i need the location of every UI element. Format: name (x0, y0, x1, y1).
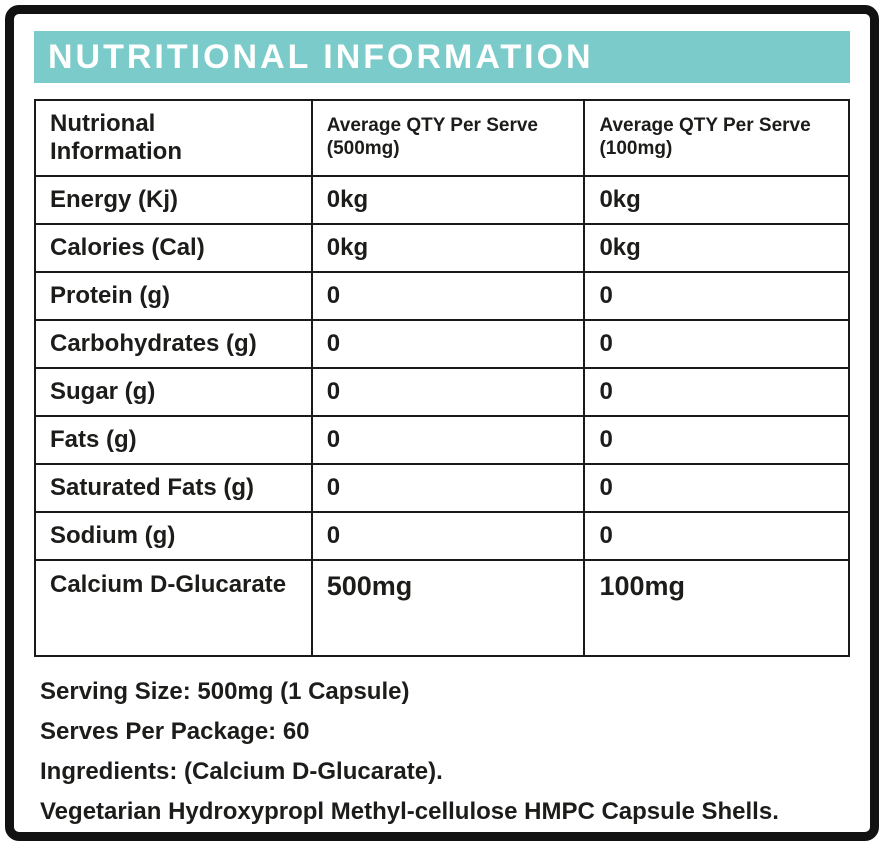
column-header-nutrition: Nutrional Information (34, 99, 313, 177)
row-label: Saturated Fats (g) (34, 463, 313, 513)
footer-notes: Serving Size: 500mg (1 Capsule) Serves P… (34, 677, 850, 827)
row-value-500mg: 0 (310, 319, 586, 369)
row-label: Calories (Cal) (34, 223, 313, 273)
row-value-500mg: 0 (310, 463, 586, 513)
row-label: Carbohydrates (g) (34, 319, 313, 369)
table-row: Fats (g) 0 0 (34, 415, 850, 465)
row-value-100mg: 0 (583, 367, 850, 417)
row-label: Energy (Kj) (34, 175, 313, 225)
table-row: Calories (Cal) 0kg 0kg (34, 223, 850, 273)
table-row: Sodium (g) 0 0 (34, 511, 850, 561)
row-value-100mg: 0 (583, 415, 850, 465)
capsule-shell-line: Vegetarian Hydroxypropl Methyl-cellulose… (40, 798, 779, 825)
row-value-500mg: 0 (310, 367, 586, 417)
ingredients-line: Ingredients: (Calcium D-Glucarate). (40, 758, 443, 785)
row-value-100mg: 0 (583, 463, 850, 513)
table-row: Saturated Fats (g) 0 0 (34, 463, 850, 513)
row-value-500mg: 500mg (310, 559, 586, 657)
row-label: Fats (g) (34, 415, 313, 465)
row-value-500mg: 0 (310, 271, 586, 321)
serving-size-line: Serving Size: 500mg (1 Capsule) (40, 678, 410, 705)
row-label: Calcium D-Glucarate (34, 559, 313, 657)
column-header-serve-100: Average QTY Per Serve (100mg) (583, 99, 850, 177)
header-bar: NUTRITIONAL INFORMATION (34, 31, 850, 83)
serves-per-package-line: Serves Per Package: 60 (40, 718, 310, 745)
row-value-500mg: 0 (310, 415, 586, 465)
row-value-100mg: 0 (583, 511, 850, 561)
nutrition-table: Nutrional Information Average QTY Per Se… (34, 99, 850, 657)
label-frame: NUTRITIONAL INFORMATION Nutrional Inform… (5, 5, 879, 841)
row-value-100mg: 0kg (583, 223, 850, 273)
row-value-100mg: 100mg (583, 559, 850, 657)
row-value-100mg: 0 (583, 271, 850, 321)
table-header-row: Nutrional Information Average QTY Per Se… (34, 99, 850, 177)
table-row: Sugar (g) 0 0 (34, 367, 850, 417)
table-row: Protein (g) 0 0 (34, 271, 850, 321)
table-row: Energy (Kj) 0kg 0kg (34, 175, 850, 225)
row-value-100mg: 0kg (583, 175, 850, 225)
table-row: Carbohydrates (g) 0 0 (34, 319, 850, 369)
row-value-100mg: 0 (583, 319, 850, 369)
row-value-500mg: 0kg (310, 223, 586, 273)
column-header-serve-500: Average QTY Per Serve (500mg) (310, 99, 586, 177)
row-value-500mg: 0kg (310, 175, 586, 225)
row-label: Sodium (g) (34, 511, 313, 561)
row-label: Protein (g) (34, 271, 313, 321)
row-value-500mg: 0 (310, 511, 586, 561)
page-title: NUTRITIONAL INFORMATION (48, 38, 594, 76)
row-label: Sugar (g) (34, 367, 313, 417)
table-row: Calcium D-Glucarate 500mg 100mg (34, 559, 850, 657)
